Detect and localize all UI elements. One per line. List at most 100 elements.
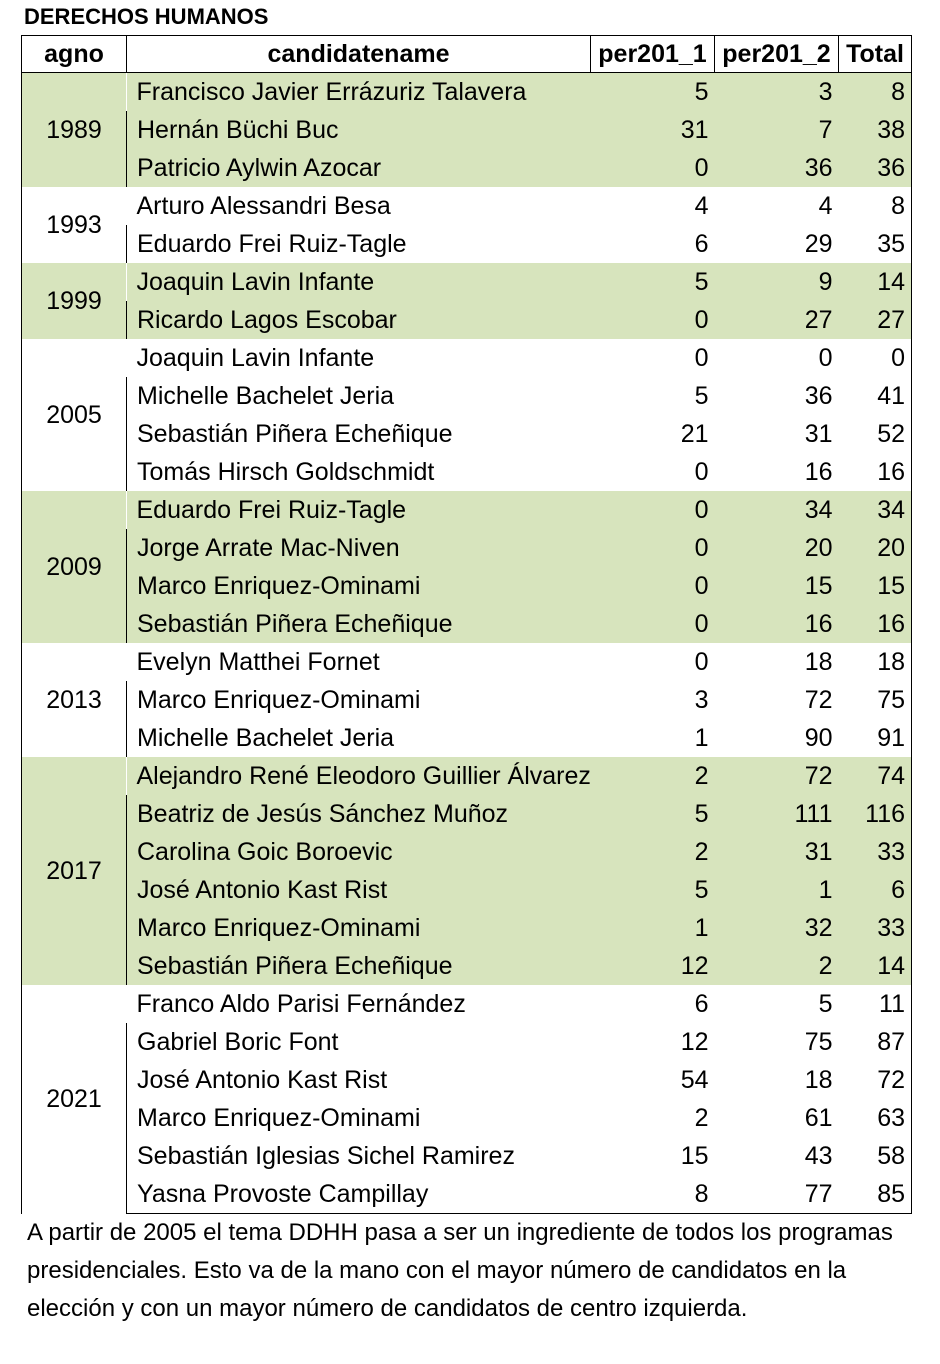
table-row: Michelle Bachelet Jeria 1 90 91: [22, 719, 912, 757]
per201-1-cell: 2: [590, 757, 715, 795]
candidate-name-cell: Franco Aldo Parisi Fernández: [136, 990, 466, 1018]
header-per201-1: per201_1: [590, 35, 715, 73]
year-cell: 1999: [21, 263, 127, 339]
candidate-name-cell: Gabriel Boric Font: [126, 1023, 591, 1061]
candidate-name-cell: Sebastián Iglesias Sichel Ramirez: [126, 1137, 591, 1175]
total-cell: 27: [838, 301, 912, 339]
total-cell: 0: [838, 339, 912, 377]
total-cell: 38: [838, 111, 912, 149]
per201-2-cell: 16: [714, 605, 839, 643]
total-cell: 6: [838, 871, 912, 909]
per201-1-cell: 0: [694, 648, 709, 676]
table-row: 2017 Alejandro René Eleodoro Guillier Álv…: [21, 757, 912, 985]
total-cell: 33: [838, 833, 912, 871]
per201-2-cell: 77: [714, 1175, 839, 1214]
total-cell: 75: [838, 681, 912, 719]
table-row: 1989 Francisco Javier Errázuriz Talavera 5…: [21, 72, 912, 187]
total-cell: 14: [838, 947, 912, 985]
table-row: Hernán Büchi Buc 31 7 38: [22, 111, 912, 149]
per201-2-cell: 18: [804, 648, 833, 676]
per201-1-cell: 5: [694, 382, 709, 410]
candidate-name-cell: Michelle Bachelet Jeria: [126, 719, 591, 757]
per201-2-cell: 0: [818, 344, 833, 372]
candidate-name-cell: Joaquin Lavin Infante: [136, 344, 375, 372]
table-row: 1999 Joaquin Lavin Infante 5 9 14: [21, 263, 912, 339]
candidate-name-cell: Ricardo Lagos Escobar: [126, 301, 591, 339]
candidate-name-cell: Carolina Goic Boroevic: [126, 833, 591, 871]
table-row: Ricardo Lagos Escobar 0 27 27: [22, 301, 912, 339]
per201-2-cell: 32: [714, 909, 839, 947]
per201-2-cell: 61: [804, 1104, 833, 1132]
total-cell: 18: [838, 643, 912, 681]
year-cell: 2013: [21, 643, 127, 757]
per201-1-cell: 0: [590, 301, 715, 339]
total-cell: 63: [838, 1099, 912, 1137]
per201-2-cell: 31: [714, 833, 839, 871]
total-cell: 20: [838, 529, 912, 567]
table-title: DERECHOS HUMANOS: [24, 4, 269, 29]
per201-2-cell: 36: [804, 382, 833, 410]
table-row: Marco Enriquez-Ominami 2 61 63: [22, 1099, 912, 1137]
per201-1-cell: 0: [694, 344, 709, 372]
candidate-name-cell: Marco Enriquez-Ominami: [126, 567, 591, 605]
table-row: 1993 Arturo Alessandri Besa 4 4 8: [21, 187, 912, 263]
table-row: Marco Enriquez-Ominami 1 32 33: [22, 909, 912, 947]
candidate-name-cell: José Antonio Kast Rist: [126, 871, 591, 909]
candidate-name-cell: Beatriz de Jesús Sánchez Muñoz: [126, 795, 591, 833]
candidate-name-cell: Marco Enriquez-Ominami: [126, 909, 591, 947]
total-cell: 8: [838, 72, 912, 111]
table-row: Sebastián Piñera Echeñique 21 31 52: [22, 415, 912, 453]
total-cell: 91: [838, 719, 912, 757]
header-total: Total: [838, 35, 912, 73]
candidate-name-cell: Evelyn Matthei Fornet: [136, 648, 380, 676]
total-cell: 116: [838, 795, 912, 833]
per201-1-cell: 0: [590, 605, 715, 643]
per201-2-cell: 16: [804, 458, 833, 486]
per201-2-cell: 72: [804, 686, 833, 714]
per201-1-cell: 8: [590, 1175, 715, 1214]
per201-2-cell: 18: [804, 1066, 833, 1094]
total-cell: 34: [838, 491, 912, 529]
table-row: Patricio Aylwin Azocar 0 36 36: [22, 149, 912, 187]
per201-1-cell: 15: [680, 1142, 709, 1170]
total-cell: 11: [838, 985, 912, 1023]
total-cell: 8: [838, 187, 912, 225]
candidate-name-cell: Marco Enriquez-Ominami: [126, 1099, 591, 1137]
per201-1-cell: 6: [694, 230, 709, 258]
total-cell: 33: [838, 909, 912, 947]
per201-2-cell: 34: [714, 491, 839, 529]
total-cell: 52: [838, 415, 912, 453]
candidate-name-cell: José Antonio Kast Rist: [126, 1061, 591, 1099]
candidate-name-cell: Francisco Javier Errázuriz Talavera: [126, 72, 591, 111]
total-cell: 16: [838, 453, 912, 491]
per201-1-cell: 12: [680, 1028, 709, 1056]
candidate-name-cell: Michelle Bachelet Jeria: [126, 377, 591, 415]
total-cell: 41: [838, 377, 912, 415]
candidate-name-cell: Marco Enriquez-Ominami: [126, 681, 591, 719]
per201-2-cell: 15: [714, 567, 839, 605]
per201-2-cell: 43: [804, 1142, 833, 1170]
total-cell: 16: [838, 605, 912, 643]
table-row: José Antonio Kast Rist 54 18 72: [22, 1061, 912, 1099]
candidate-name-cell: Eduardo Frei Ruiz-Tagle: [126, 225, 591, 263]
table-row: Tomás Hirsch Goldschmidt 0 16 16: [22, 453, 912, 491]
total-cell: 87: [838, 1023, 912, 1061]
candidate-name-cell: Arturo Alessandri Besa: [136, 192, 391, 220]
per201-2-cell: 29: [804, 230, 833, 258]
candidate-name-cell: Yasna Provoste Campillay: [126, 1175, 591, 1214]
per201-2-cell: 2: [714, 947, 839, 985]
per201-1-cell: 0: [590, 529, 715, 567]
per201-2-cell: 27: [714, 301, 839, 339]
per201-1-cell: 21: [680, 420, 709, 448]
candidate-name-cell: Eduardo Frei Ruiz-Tagle: [126, 491, 591, 529]
per201-2-cell: 20: [714, 529, 839, 567]
per201-1-cell: 0: [590, 491, 715, 529]
per201-2-cell: 7: [714, 111, 839, 149]
per201-1-cell: 0: [694, 458, 709, 486]
table-row: Jorge Arrate Mac-Niven 0 20 20: [22, 529, 912, 567]
year-cell: 2021: [21, 985, 127, 1214]
header-row: agno candidatename per201_1 per201_2 Tot…: [21, 35, 912, 73]
per201-2-cell: 3: [714, 72, 839, 111]
table-row: Marco Enriquez-Ominami 0 15 15: [22, 567, 912, 605]
table-row: Sebastián Iglesias Sichel Ramirez 15 43 58: [22, 1137, 912, 1175]
